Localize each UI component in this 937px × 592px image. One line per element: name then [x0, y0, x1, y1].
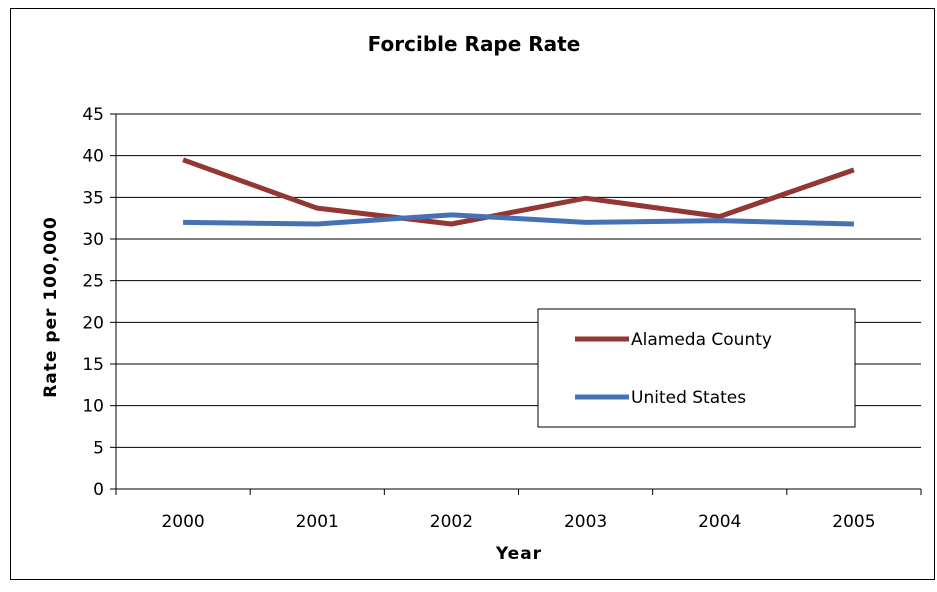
series-line-united-states — [183, 212, 854, 227]
x-tick-label: 2005 — [832, 512, 875, 532]
x-tick-labels: 2000 2001 2002 2003 2004 2005 — [161, 512, 875, 532]
x-tick-label: 2003 — [564, 512, 607, 532]
y-axis-title: Rate per 100,000 — [41, 216, 61, 398]
y-tick-label: 40 — [82, 147, 104, 167]
y-tick-label: 45 — [82, 105, 104, 125]
y-tick-label: 15 — [82, 355, 104, 375]
chart-title: Forcible Rape Rate — [368, 32, 581, 56]
y-tick-label: 20 — [82, 313, 104, 333]
series-line-alameda-county — [182, 157, 855, 227]
x-axis-title: Year — [495, 544, 542, 564]
y-tick-label: 5 — [93, 438, 104, 458]
legend-label: Alameda County — [631, 330, 772, 350]
chart-svg: Forcible Rape Rate 0 5 10 15 20 25 30 35 40 45 20… — [41, 32, 922, 564]
axes — [110, 113, 922, 495]
y-tick-label: 10 — [82, 397, 104, 417]
legend-box — [537, 308, 856, 428]
y-tick-label: 30 — [82, 230, 104, 250]
y-tick-label: 25 — [82, 272, 104, 292]
legend: Alameda County United States — [537, 308, 856, 428]
legend-label: United States — [631, 388, 746, 408]
chart-frame: Forcible Rape Rate 0 5 10 15 20 25 30 35 40 45 20… — [10, 8, 935, 580]
y-tick-labels: 0 5 10 15 20 25 30 35 40 45 — [82, 105, 104, 500]
gridlines — [116, 113, 921, 448]
legend-items: Alameda County United States — [575, 330, 772, 408]
x-tick-label: 2001 — [296, 512, 339, 532]
x-tick-label: 2000 — [161, 512, 204, 532]
x-tick-label: 2004 — [698, 512, 741, 532]
y-tick-label: 0 — [93, 480, 104, 500]
y-tick-label: 35 — [82, 188, 104, 208]
x-tick-label: 2002 — [430, 512, 473, 532]
series-lines — [182, 157, 855, 227]
